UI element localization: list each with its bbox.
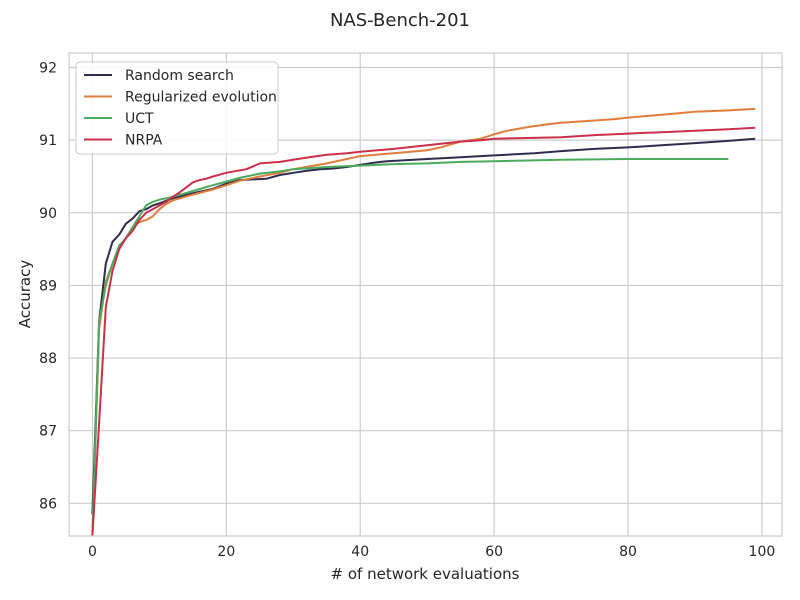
x-tick-label: 100 (749, 544, 776, 560)
chart-title: NAS-Bench-201 (330, 10, 470, 31)
y-tick-label: 88 (39, 351, 57, 367)
y-tick-label: 90 (39, 206, 57, 222)
x-tick-label: 80 (619, 544, 637, 560)
x-tick-label: 20 (217, 544, 235, 560)
y-axis-label: Accuracy (16, 260, 34, 329)
legend: Random search Regularized evolution UCT NRP… (75, 61, 279, 155)
x-tick-label: 60 (485, 544, 503, 560)
x-tick-label: 0 (88, 544, 97, 560)
gridlines (69, 53, 782, 536)
y-axis-ticks: 86 87 88 89 90 91 92 (39, 61, 57, 513)
series-layer (91, 107, 756, 536)
legend-box (75, 61, 279, 155)
y-tick-label: 92 (39, 61, 57, 77)
legend-entry: Regularized evolution (125, 90, 277, 106)
y-tick-label: 87 (39, 424, 57, 440)
plot-frame (68, 52, 783, 537)
series-line-0 (91, 137, 756, 515)
x-axis-label: # of network evaluations (331, 565, 520, 583)
x-tick-label: 40 (351, 544, 369, 560)
series-line-3 (91, 126, 756, 536)
legend-entry: Random search (125, 68, 234, 84)
x-axis-ticks: 0 20 40 60 80 100 (88, 544, 775, 560)
y-tick-label: 89 (39, 278, 57, 294)
legend-entry: UCT (125, 111, 154, 127)
legend-entry: NRPA (125, 133, 163, 149)
y-tick-label: 91 (39, 133, 57, 149)
y-tick-label: 86 (39, 496, 57, 512)
